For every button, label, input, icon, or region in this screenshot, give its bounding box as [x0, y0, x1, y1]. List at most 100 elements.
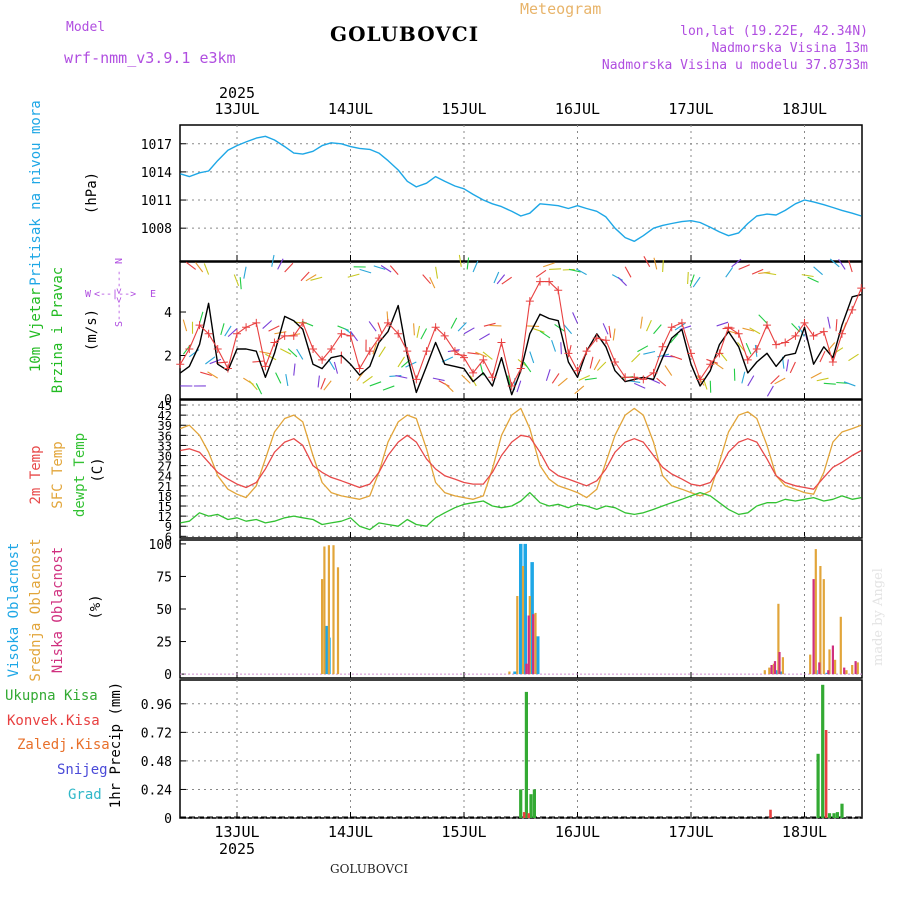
wind-barb [252, 360, 265, 363]
wind-barb [742, 327, 755, 332]
wind-barb [397, 356, 405, 368]
wind-barb [310, 276, 323, 281]
wind-barb [285, 374, 289, 387]
ytick-label-wind: 0 [164, 393, 172, 408]
cloud-low-bar [818, 662, 821, 675]
wind-barb [347, 273, 360, 278]
wind-gust-marker [696, 375, 705, 384]
cloud-mid-bar [777, 603, 780, 675]
precip-conv-bar [769, 809, 772, 818]
wind-barb [501, 276, 512, 285]
wind-barb [593, 359, 601, 371]
date-label-bottom: 16JUL [555, 823, 600, 841]
wind-barb [429, 276, 436, 289]
wind-gust-marker [639, 375, 648, 384]
wind-barb [259, 351, 272, 355]
wind-barb [692, 276, 701, 288]
pressure-ylabel: (hPa) [84, 172, 100, 214]
wind-barb [696, 375, 705, 386]
wind-barb [738, 264, 750, 270]
wind-barb [789, 361, 796, 374]
wind-barb [333, 361, 339, 374]
wind-barb [801, 274, 814, 278]
cloud-high-bar [523, 543, 527, 675]
wind-gust-marker [204, 329, 213, 338]
compass-west: W [85, 289, 92, 300]
wind-barb [389, 265, 399, 275]
cloud-mid-bar [521, 566, 525, 675]
wind-barb [182, 319, 188, 332]
wind-barb [574, 385, 585, 395]
precip-ylabel: 1hr Precip (mm) [108, 682, 124, 808]
cloud-mid-bar [336, 567, 340, 675]
wind-barb [568, 268, 581, 273]
year-label-bottom: 2025 [219, 840, 255, 858]
cloud-mid-bar [814, 549, 817, 675]
ytick-label-precip: 0.72 [141, 726, 172, 741]
wind-gust-marker [545, 277, 554, 286]
wind-barb [749, 327, 761, 335]
cloud-low-bar [527, 615, 530, 675]
ytick-label-wind: 4 [164, 306, 172, 321]
wind-barb [617, 276, 627, 287]
compass-horizontal: <--|--> [94, 289, 136, 300]
wind-barb [328, 359, 336, 370]
wind-barb [420, 328, 428, 340]
wind-gust-marker [223, 364, 232, 373]
cloud-low-title: Niska Oblacnost [50, 547, 66, 673]
temp-2m-line [180, 434, 862, 490]
wind-barb [751, 268, 764, 275]
wind-barb [535, 269, 547, 278]
wind-barb [320, 377, 326, 390]
cloud-high-title: Visoka Oblacnost [6, 543, 22, 678]
date-label-top: 14JUL [328, 100, 373, 118]
wind-barb [205, 356, 216, 365]
wind-barb [754, 344, 758, 357]
precip-conv-title: Konvek.Kisa [7, 713, 100, 729]
wind-barb [836, 381, 849, 384]
wind-gust-marker [412, 375, 421, 384]
wind-barb [378, 346, 386, 358]
precip-total-bar [816, 753, 820, 818]
wind-gust-marker [479, 355, 488, 364]
wind-barb [268, 325, 280, 332]
wind-gust-marker [488, 373, 497, 382]
wind-barb [255, 383, 263, 395]
ytick-label-pressure: 1014 [141, 166, 172, 181]
wind-barb [758, 271, 771, 275]
wind-barb [764, 272, 777, 276]
wind-barb [551, 340, 557, 352]
wind-barb [224, 325, 232, 337]
cloud-mid-bar [819, 566, 822, 675]
wind-barb [747, 375, 755, 387]
cloud-mid-bar [851, 665, 854, 675]
wind-barb [670, 354, 683, 360]
wind-barb [612, 328, 616, 341]
precip-total-bar [821, 684, 825, 818]
wind-barb [662, 259, 664, 273]
footer-station: GOLUBOVCI [330, 862, 409, 876]
elevation-label: Nadmorska Visina 13m [711, 41, 868, 56]
wind-barb [827, 316, 831, 329]
cloud-mid-bar [856, 662, 859, 675]
panel-frame-wind [179, 261, 863, 400]
cloud-low-bar [770, 665, 773, 675]
wind-barb [416, 325, 421, 338]
cloud-low-bar [843, 667, 846, 675]
wind-gust-marker [649, 368, 658, 377]
wind-gust-marker [781, 338, 790, 347]
cloud-mid-bar [768, 667, 771, 675]
ytick-label-temperature: 42 [158, 409, 172, 423]
wind-barb [549, 268, 562, 270]
compass-east: E [150, 289, 156, 300]
ytick-label-temperature: 24 [158, 470, 172, 484]
ytick-label-clouds: 50 [156, 603, 172, 618]
wind-gust-marker [809, 331, 818, 340]
wind-barb [280, 348, 292, 355]
snow-title: Snijeg [57, 762, 108, 778]
model-label: Model [66, 20, 106, 35]
model-name: wrf-nmm_v3.9.1 e3km [64, 49, 236, 67]
cloud-mid-bar [828, 649, 831, 675]
wind-barb [296, 348, 304, 360]
wind-gust-marker [601, 336, 610, 345]
